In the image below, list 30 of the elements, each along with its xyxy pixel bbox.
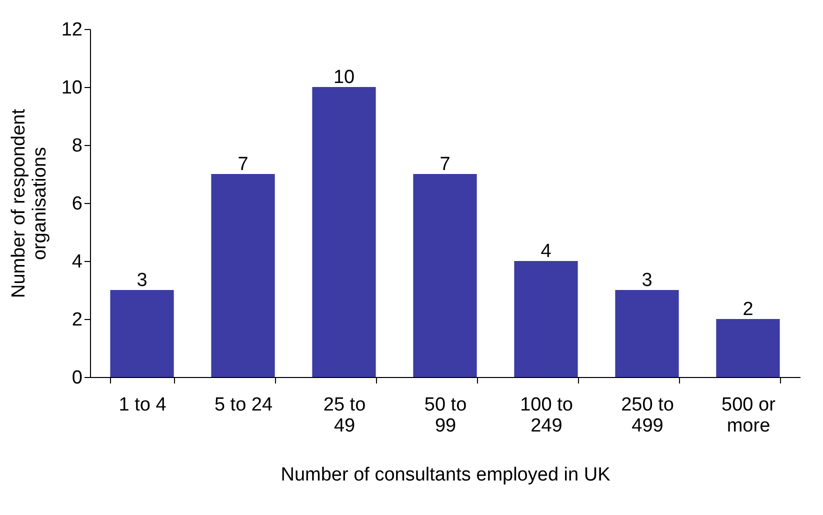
x-tick-label: 1 to 4 — [118, 394, 167, 416]
y-tick-label: 2 — [72, 310, 82, 330]
bar — [312, 87, 376, 377]
y-tick-label: 8 — [72, 136, 82, 156]
bar — [211, 174, 275, 377]
data-label: 7 — [238, 154, 248, 175]
data-label: 3 — [642, 270, 652, 291]
data-label: 2 — [742, 299, 754, 320]
y-tick-label: 0 — [72, 368, 82, 388]
data-label: 3 — [136, 270, 148, 291]
bar — [514, 261, 578, 377]
x-tick-label: 5 to 24 — [214, 394, 273, 416]
x-axis-title: Number of consultants employed in UK — [280, 464, 611, 486]
y-tick-label: 12 — [61, 20, 82, 40]
x-tick-label: 500 or more — [722, 394, 776, 436]
x-tick-label: 100 to 249 — [520, 394, 573, 436]
y-tick-label: 4 — [72, 252, 83, 272]
y-axis-title: Number of respondent organisations — [8, 108, 50, 298]
y-tick-label: 6 — [72, 194, 82, 214]
x-tick-label: 250 to 499 — [621, 394, 674, 436]
y-tick-label: 10 — [61, 78, 82, 98]
bar — [615, 290, 679, 377]
data-label: 10 — [333, 67, 355, 88]
bar — [110, 290, 174, 377]
x-tick-label: 25 to 49 — [323, 394, 366, 436]
x-tick-label: 50 to 99 — [424, 394, 467, 436]
data-label: 4 — [540, 241, 552, 262]
data-label: 7 — [440, 154, 450, 175]
bar — [716, 319, 780, 377]
bar — [413, 174, 477, 377]
